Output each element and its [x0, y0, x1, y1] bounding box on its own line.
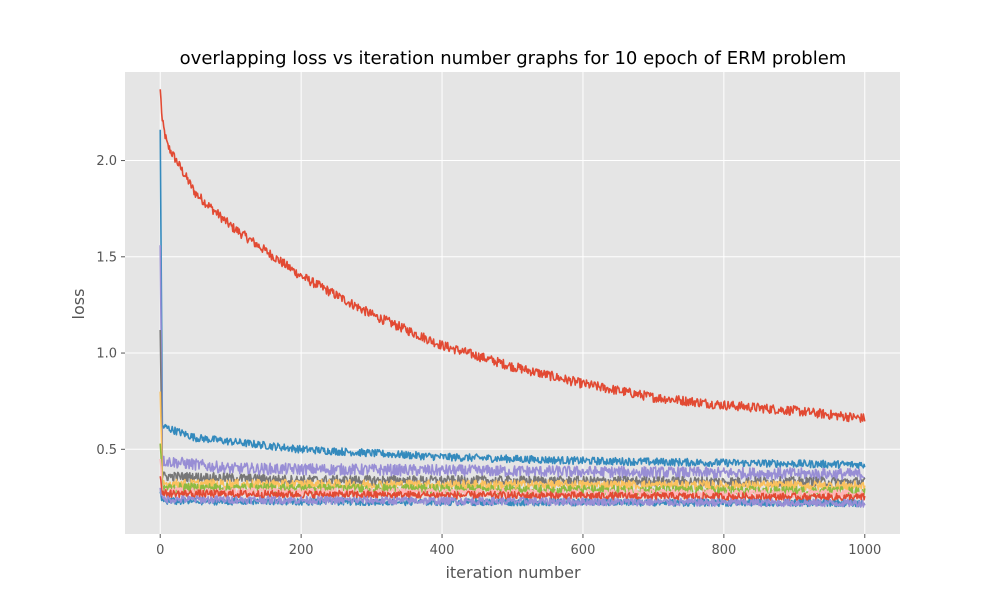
x-tick-label: 800	[711, 543, 736, 558]
x-tick-label: 400	[430, 543, 455, 558]
series-line-1	[159, 89, 866, 423]
x-tick-label: 600	[571, 543, 596, 558]
y-tick-label: 1.5	[96, 250, 117, 265]
y-axis-label: loss	[69, 289, 88, 320]
x-axis-label: iteration number	[445, 563, 581, 582]
x-axis: 0 200 400 600 800 1000	[156, 534, 881, 558]
series-lines	[159, 89, 866, 508]
series-line-8	[159, 476, 866, 502]
series-line-5	[159, 391, 866, 492]
plot-area	[125, 72, 900, 534]
y-tick-label: 0.5	[96, 443, 117, 458]
x-tick-label: 1000	[848, 543, 881, 558]
series-line-3	[159, 245, 866, 481]
y-tick-label: 1.0	[96, 347, 117, 362]
series-line-2	[159, 129, 866, 470]
y-axis: 0.5 1.0 1.5 2.0	[96, 154, 125, 458]
x-tick-label: 0	[156, 543, 164, 558]
y-tick-label: 2.0	[96, 154, 117, 169]
x-tick-label: 200	[289, 543, 314, 558]
series-line-10	[159, 487, 866, 508]
series-line-7	[159, 458, 866, 498]
chart-title: overlapping loss vs iteration number gra…	[180, 48, 847, 69]
grid-lines	[125, 72, 900, 534]
